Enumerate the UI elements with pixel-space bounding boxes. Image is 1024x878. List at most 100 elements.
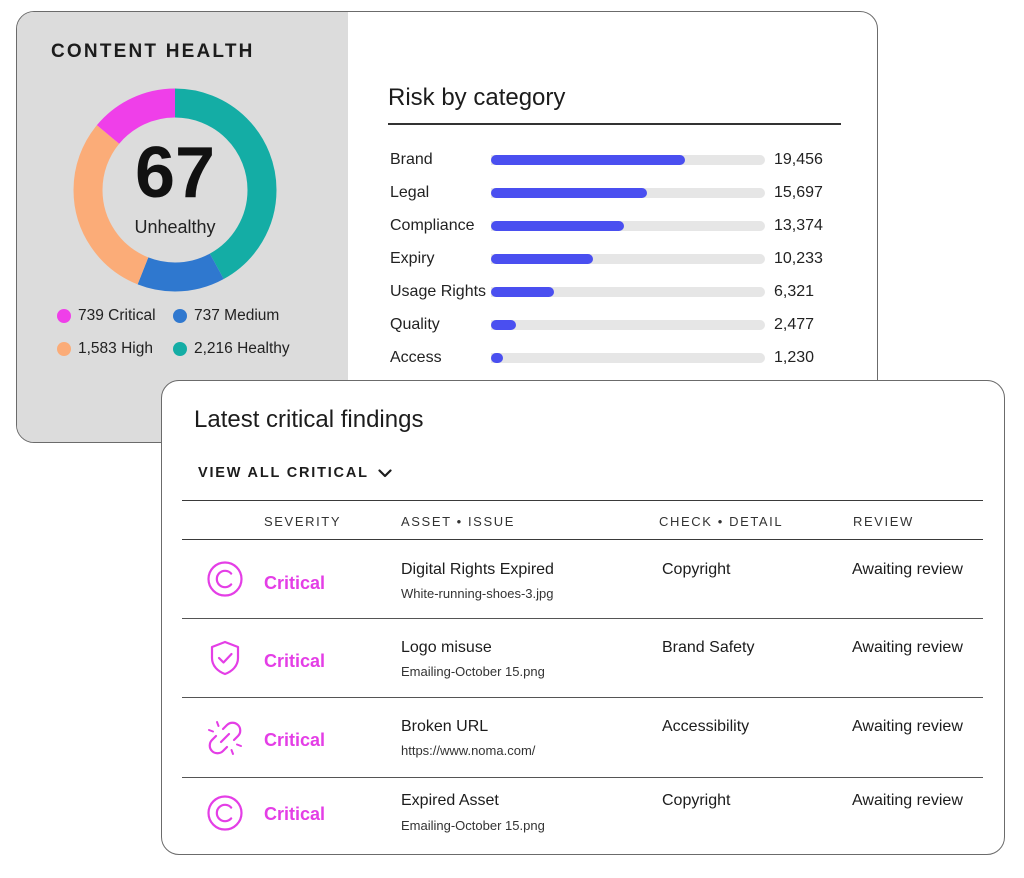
row-divider — [182, 777, 983, 779]
issue-title: Broken URL — [401, 718, 489, 735]
donut-segment-high — [73, 88, 277, 292]
risk-bar-fill — [491, 254, 593, 264]
risk-category-label: Access — [390, 349, 442, 366]
risk-bar-fill — [491, 155, 685, 165]
donut-segment-medium — [73, 88, 277, 292]
legend-dot-healthy — [173, 342, 187, 356]
critical-findings-card: Latest critical findings VIEW ALL CRITIC… — [161, 380, 1005, 855]
risk-row-usage-rights: Usage Rights 6,321 — [390, 282, 850, 302]
check-detail: Copyright — [662, 561, 731, 578]
risk-bar-track — [491, 221, 765, 231]
review-status: Awaiting review — [852, 639, 963, 656]
issue-title: Expired Asset — [401, 792, 499, 809]
risk-category-label: Expiry — [390, 250, 435, 267]
shield-check-icon — [210, 640, 240, 676]
risk-row-quality: Quality 2,477 — [390, 315, 850, 335]
risk-bar-track — [491, 188, 765, 198]
legend-label-high: 1,583 High — [78, 340, 153, 357]
risk-category-value: 1,230 — [774, 349, 815, 366]
risk-category-value: 13,374 — [774, 217, 823, 234]
risk-bar-fill — [491, 353, 504, 363]
copyright-icon — [207, 795, 243, 831]
risk-category-value: 10,233 — [774, 250, 823, 267]
risk-category-value: 15,697 — [774, 184, 823, 201]
table-header-top-divider — [182, 500, 983, 502]
severity-label: Critical — [264, 573, 326, 593]
risk-category-label: Quality — [390, 316, 440, 333]
risk-category-value: 6,321 — [774, 283, 815, 300]
risk-category-label: Usage Rights — [390, 283, 487, 300]
risk-row-legal: Legal 15,697 — [390, 183, 850, 203]
table-row[interactable]: Critical Broken URL https://www.noma.com… — [182, 698, 983, 776]
view-all-critical-label: VIEW ALL CRITICAL — [198, 465, 369, 481]
risk-category-label: Brand — [390, 151, 433, 168]
health-donut-chart — [73, 88, 277, 292]
legend-label-medium: 737 Medium — [194, 307, 280, 324]
review-status: Awaiting review — [852, 718, 963, 735]
table-header-bottom-divider — [182, 539, 983, 541]
legend-dot-medium — [173, 309, 187, 323]
findings-title: Latest critical findings — [194, 406, 424, 433]
row-divider — [182, 618, 983, 620]
copyright-icon — [207, 561, 243, 597]
risk-row-access: Access 1,230 — [390, 348, 850, 368]
table-row[interactable]: Critical Digital Rights Expired White-ru… — [182, 540, 983, 618]
risk-row-expiry: Expiry 10,233 — [390, 249, 850, 269]
legend-dot-critical — [57, 309, 71, 323]
risk-category-label: Compliance — [390, 217, 475, 234]
check-detail: Brand Safety — [662, 639, 755, 656]
row-divider — [182, 697, 983, 699]
content-health-pane: CONTENT HEALTH 67 Unhealthy 739 Critical… — [17, 12, 348, 442]
risk-bar-fill — [491, 221, 625, 231]
risk-bar-fill — [491, 287, 554, 297]
risk-title-divider — [388, 123, 841, 125]
issue-title: Logo misuse — [401, 639, 492, 656]
risk-category-value: 19,456 — [774, 151, 823, 168]
asset-name: White-running-shoes-3.jpg — [401, 586, 554, 601]
risk-row-brand: Brand 19,456 — [390, 150, 850, 170]
health-score: 67 — [134, 133, 216, 213]
content-health-title: CONTENT HEALTH — [51, 41, 255, 62]
legend-dot-high — [57, 342, 71, 356]
check-detail: Accessibility — [662, 718, 750, 735]
health-status-label: Unhealthy — [134, 217, 216, 237]
risk-category-label: Legal — [390, 184, 430, 201]
legend-label-healthy: 2,216 Healthy — [194, 340, 290, 357]
risk-bar-fill — [491, 188, 648, 198]
donut-segment-critical — [73, 88, 277, 292]
view-all-critical-dropdown[interactable]: VIEW ALL CRITICAL — [198, 465, 392, 481]
column-header-severity: SEVERITY — [264, 514, 342, 529]
column-header-asset-issue: ASSET • ISSUE — [401, 514, 515, 529]
asset-name: Emailing-October 15.png — [401, 664, 545, 679]
legend-medium: 737 Medium — [173, 307, 279, 325]
risk-category-value: 2,477 — [774, 316, 815, 333]
table-row[interactable]: Critical Expired Asset Emailing-October … — [182, 778, 983, 856]
broken-link-icon — [208, 721, 242, 755]
chevron-down-icon — [378, 468, 392, 477]
content-health-card: CONTENT HEALTH 67 Unhealthy 739 Critical… — [16, 11, 878, 443]
severity-label: Critical — [264, 804, 326, 824]
risk-by-category-title: Risk by category — [388, 84, 566, 111]
asset-name: Emailing-October 15.png — [401, 818, 545, 833]
risk-row-compliance: Compliance 13,374 — [390, 216, 850, 236]
review-status: Awaiting review — [852, 561, 963, 578]
risk-bar-fill — [491, 320, 516, 330]
legend-healthy: 2,216 Healthy — [173, 340, 290, 358]
risk-bar-track — [491, 155, 765, 165]
legend-critical: 739 Critical — [57, 307, 156, 325]
table-row[interactable]: Critical Logo misuse Emailing-October 15… — [182, 619, 983, 697]
review-status: Awaiting review — [852, 792, 963, 809]
legend-high: 1,583 High — [57, 340, 153, 358]
risk-bar-track — [491, 320, 765, 330]
risk-bar-track — [491, 254, 765, 264]
column-header-check-detail: CHECK • DETAIL — [659, 514, 784, 529]
severity-label: Critical — [264, 730, 326, 750]
issue-title: Digital Rights Expired — [401, 561, 554, 578]
risk-bar-track — [491, 287, 765, 297]
legend-label-critical: 739 Critical — [78, 307, 156, 324]
check-detail: Copyright — [662, 792, 731, 809]
risk-bar-track — [491, 353, 765, 363]
asset-name: https://www.noma.com/ — [401, 743, 536, 758]
column-header-review: REVIEW — [853, 514, 914, 529]
severity-label: Critical — [264, 651, 326, 671]
